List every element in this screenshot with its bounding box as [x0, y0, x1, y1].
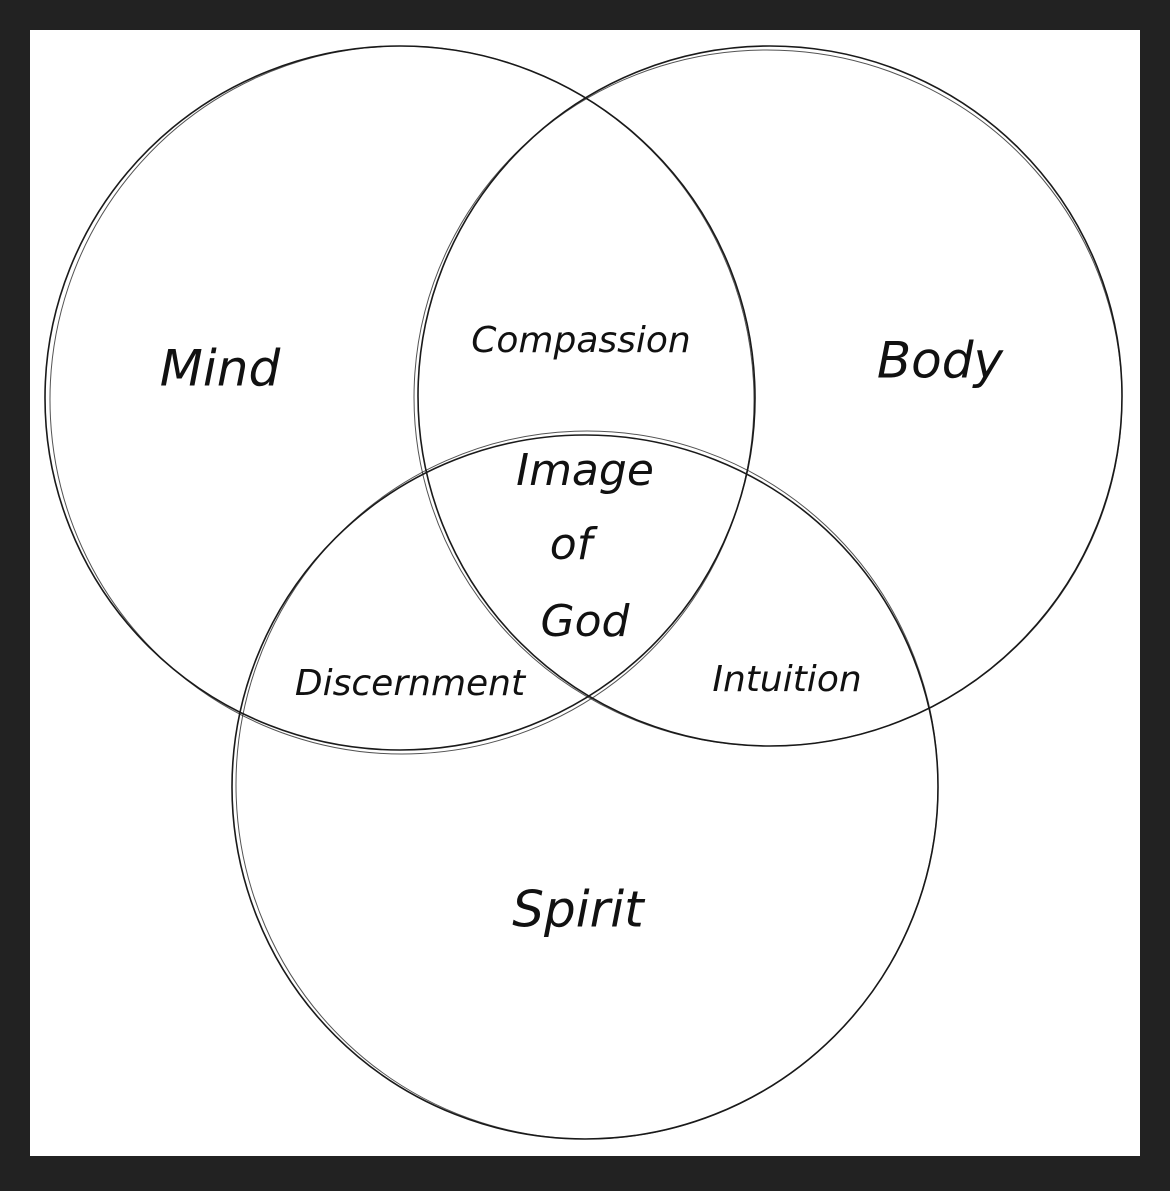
center-label-line3: God [541, 596, 631, 647]
spirit-circle [231, 430, 939, 1140]
center-label-line1: Image [516, 445, 654, 496]
diagram-canvas [30, 30, 1140, 1156]
discernment-label: Discernment [295, 663, 527, 704]
mind-label: Mind [160, 340, 281, 398]
body-circle [413, 45, 1123, 747]
center-label-line2: of [550, 519, 599, 570]
body-label: Body [877, 332, 1005, 390]
intuition-label: Intuition [712, 659, 861, 700]
compassion-label: Compassion [471, 320, 691, 361]
spirit-label: Spirit [512, 881, 646, 939]
mind-circle [44, 45, 756, 755]
